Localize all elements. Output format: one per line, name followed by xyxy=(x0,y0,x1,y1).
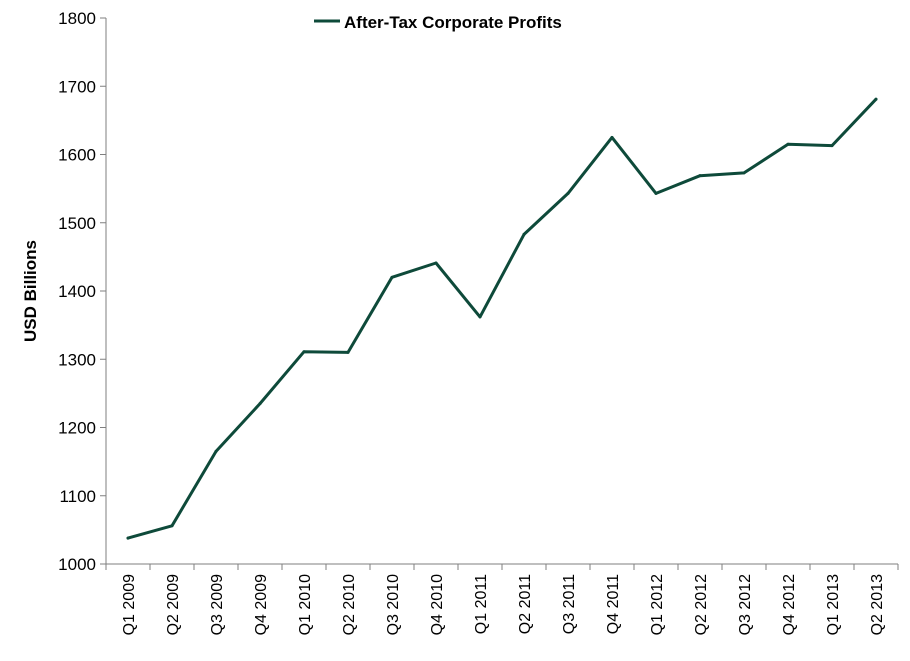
y-tick-label: 1800 xyxy=(58,9,96,28)
data-point xyxy=(214,449,218,453)
data-point xyxy=(566,191,570,195)
legend: After-Tax Corporate Profits xyxy=(314,13,562,32)
y-tick-label: 1100 xyxy=(59,487,96,506)
data-point xyxy=(390,275,394,279)
data-point xyxy=(698,174,702,178)
x-tick-label: Q4 2011 xyxy=(605,574,622,634)
x-tick-label: Q2 2013 xyxy=(869,574,886,635)
data-point xyxy=(830,144,834,148)
x-tick-label: Q3 2012 xyxy=(737,574,754,635)
x-tick-label: Q2 2011 xyxy=(517,574,534,634)
data-point xyxy=(434,261,438,265)
x-tick-label: Q4 2010 xyxy=(429,574,446,635)
x-tick-label: Q2 2012 xyxy=(693,574,710,635)
y-tick-label: 1300 xyxy=(58,350,96,369)
data-point xyxy=(258,402,262,406)
y-axis: 1000 1100 1200 1300 1400 1500 1600 1700 1800 xyxy=(58,9,107,574)
x-tick-label: Q4 2009 xyxy=(253,574,270,635)
y-tick-label: 1700 xyxy=(58,77,96,96)
x-tick-label: Q1 2009 xyxy=(121,574,138,635)
x-axis: Q1 2009 Q2 2009 Q3 2009 Q4 2009 Q1 2010 Q2 20… xyxy=(105,563,899,635)
x-tick-label: Q1 2011 xyxy=(473,574,490,634)
y-tick-label: 1400 xyxy=(58,282,96,301)
x-tick-label: Q2 2010 xyxy=(341,574,358,635)
x-tick-label: Q1 2010 xyxy=(297,574,314,635)
x-tick-label: Q3 2011 xyxy=(561,574,578,634)
x-tick-label: Q4 2012 xyxy=(781,574,798,635)
data-point xyxy=(786,142,790,146)
y-axis-title: USD Billions xyxy=(21,240,40,342)
y-tick-label: 1600 xyxy=(58,146,96,165)
x-tick-label: Q2 2009 xyxy=(165,574,182,635)
legend-series-label: After-Tax Corporate Profits xyxy=(344,13,562,32)
x-tick-label: Q3 2010 xyxy=(385,574,402,635)
x-tick-label: Q3 2009 xyxy=(209,574,226,635)
x-tick-label: Q1 2012 xyxy=(649,574,666,635)
data-point xyxy=(302,350,306,354)
data-point xyxy=(742,171,746,175)
data-point xyxy=(126,536,130,540)
y-tick-label: 1000 xyxy=(58,555,96,574)
x-tick-label: Q1 2013 xyxy=(825,574,842,635)
data-point xyxy=(478,315,482,319)
y-tick-label: 1500 xyxy=(58,214,96,233)
data-point xyxy=(170,524,174,528)
y-tick-label: 1200 xyxy=(58,419,96,438)
data-point xyxy=(522,232,526,236)
data-point xyxy=(610,135,614,139)
data-point xyxy=(346,350,350,354)
series-layer xyxy=(126,97,878,540)
data-point xyxy=(874,97,878,101)
data-point xyxy=(654,191,658,195)
series-line xyxy=(126,97,878,540)
